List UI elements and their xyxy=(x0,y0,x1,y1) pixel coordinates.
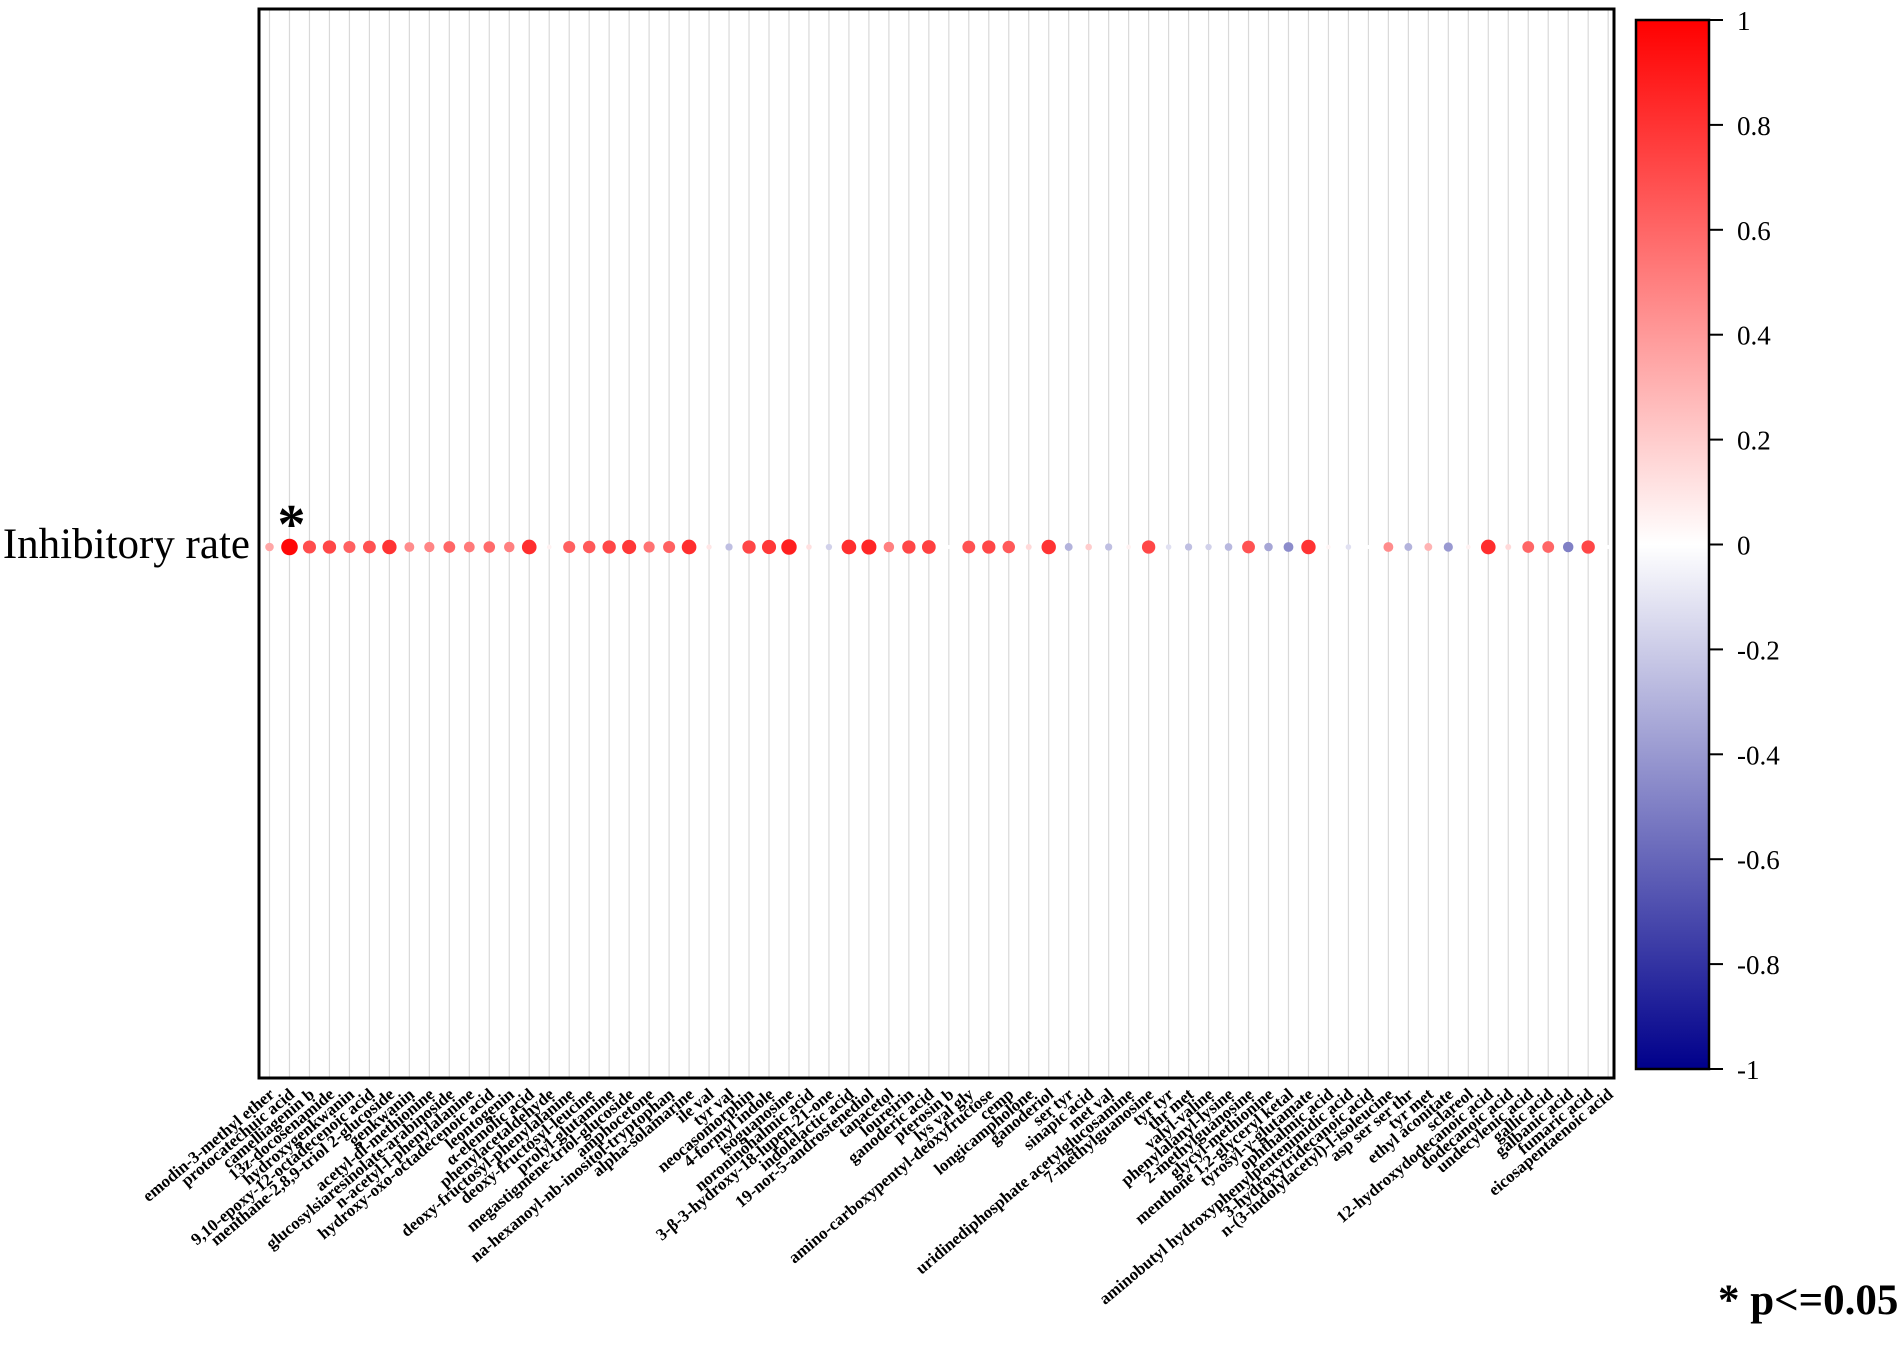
bubble xyxy=(1366,545,1371,549)
bubble xyxy=(1581,540,1595,554)
bubble xyxy=(643,541,655,553)
colorbar-ticks: 1 0.8 0.6 0.4 0.2 0 -0.2 -0.4 -0.6 -0.8 -1 xyxy=(1709,6,1780,1085)
bubble xyxy=(1205,543,1212,551)
bubble xyxy=(1085,543,1092,551)
bubble xyxy=(521,539,537,555)
bubble xyxy=(1165,544,1172,550)
bubble xyxy=(1002,540,1015,554)
bubble xyxy=(681,539,697,555)
colorbar-gradient xyxy=(1634,18,1711,1071)
bubble xyxy=(1505,544,1512,550)
significance-note: * p<=0.05 xyxy=(1718,1277,1899,1324)
colorbar-tick-label: -0.2 xyxy=(1737,635,1780,665)
bubble xyxy=(382,539,397,555)
bubble xyxy=(1126,544,1131,550)
bubble xyxy=(1264,542,1273,552)
bubble xyxy=(582,540,596,554)
bubble xyxy=(1064,543,1073,551)
bubble xyxy=(806,544,812,550)
bubble xyxy=(1242,540,1255,554)
bubble xyxy=(1345,544,1352,550)
bubble xyxy=(706,544,712,550)
colorbar: 1 0.8 0.6 0.4 0.2 0 -0.2 -0.4 -0.6 -0.8 -1 xyxy=(1634,6,1780,1085)
bubble xyxy=(1041,539,1056,555)
bubble xyxy=(343,540,356,554)
bubble xyxy=(1105,543,1113,551)
colorbar-tick-label: -0.6 xyxy=(1737,845,1780,875)
colorbar-tick-label: -0.4 xyxy=(1737,740,1780,770)
row-label: Inhibitory rate xyxy=(3,521,250,568)
bubble xyxy=(1184,543,1193,551)
colorbar-tick-label: 0.2 xyxy=(1737,426,1771,456)
bubble xyxy=(1424,543,1433,551)
bubble xyxy=(1383,542,1394,552)
bubble xyxy=(362,540,376,554)
bubble xyxy=(902,540,916,554)
bubble xyxy=(761,539,777,555)
bubble xyxy=(302,540,317,554)
bubble xyxy=(463,541,475,553)
plot-frame xyxy=(257,7,1616,1080)
bubble xyxy=(1480,539,1496,555)
bubble xyxy=(725,543,733,551)
bubble xyxy=(781,539,797,555)
bubble xyxy=(1301,539,1316,555)
bubble xyxy=(483,541,496,553)
bubble xyxy=(1606,545,1611,549)
bubble xyxy=(265,542,274,552)
bubble xyxy=(281,538,298,556)
bubble xyxy=(841,539,857,555)
bubble xyxy=(1465,544,1471,550)
bubble xyxy=(322,540,337,554)
bubble xyxy=(1224,543,1233,551)
bubble xyxy=(563,540,576,554)
colorbar-tick-label: 0.6 xyxy=(1737,216,1771,246)
bubble xyxy=(1141,540,1156,554)
bubble xyxy=(921,540,936,554)
bubble xyxy=(404,542,415,552)
colorbar-tick-label: 0 xyxy=(1737,531,1751,561)
bubble xyxy=(861,539,877,555)
bubble xyxy=(602,540,616,554)
bubble xyxy=(825,543,833,551)
colorbar-tick-label: 0.8 xyxy=(1737,111,1771,141)
bubble xyxy=(982,540,996,554)
bubble xyxy=(1522,541,1535,553)
bubble xyxy=(1443,542,1453,552)
bubbles: * xyxy=(265,494,1611,556)
bubble xyxy=(1542,541,1555,553)
colorbar-tick-label: 0.4 xyxy=(1737,321,1771,351)
colorbar-tick-label: -0.8 xyxy=(1737,950,1780,980)
bubble xyxy=(946,545,951,549)
bubble xyxy=(546,544,552,550)
bubble xyxy=(1404,543,1413,551)
bubble xyxy=(443,541,456,553)
bubble xyxy=(1025,544,1032,550)
bubble xyxy=(1283,542,1294,552)
bubble xyxy=(622,539,637,555)
bubble xyxy=(883,541,895,553)
bubble xyxy=(1326,544,1331,550)
significance-star: * xyxy=(277,494,305,556)
bubble xyxy=(504,541,515,553)
bubble xyxy=(663,540,676,554)
bubble xyxy=(1562,541,1574,553)
bubble xyxy=(742,540,756,554)
colorbar-tick-label: -1 xyxy=(1737,1055,1760,1085)
bubble xyxy=(424,541,435,553)
bubble xyxy=(962,540,976,554)
colorbar-tick-label: 1 xyxy=(1737,6,1751,36)
